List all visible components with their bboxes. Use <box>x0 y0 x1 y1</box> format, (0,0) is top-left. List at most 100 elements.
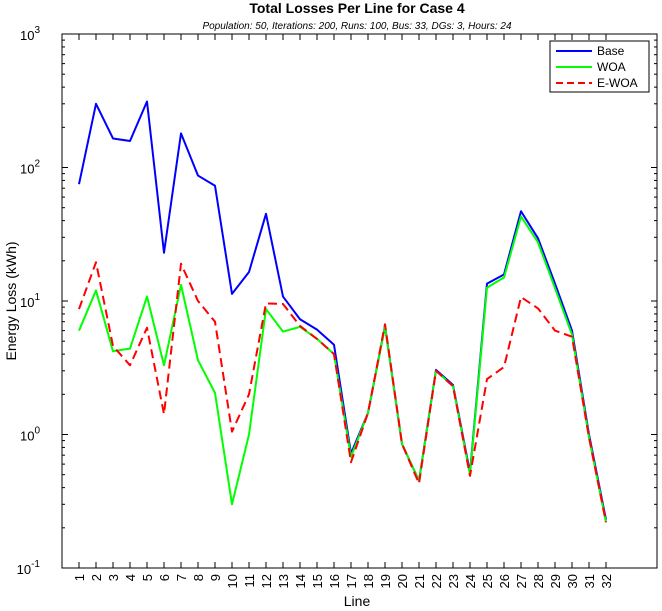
y-tick-label: 103 <box>20 25 40 43</box>
x-tick-label: 6 <box>157 574 172 581</box>
data-point-base-14 <box>299 318 301 320</box>
x-tick-label: 18 <box>361 574 376 588</box>
data-point-e-woa-4 <box>129 364 131 366</box>
data-point-base-9 <box>214 185 216 187</box>
data-point-base-3 <box>112 137 114 139</box>
x-tick-label: 14 <box>293 574 308 588</box>
data-point-e-woa-7 <box>180 263 182 265</box>
data-point-e-woa-29 <box>554 330 556 332</box>
x-tick-label: 8 <box>191 574 206 581</box>
y-tick-label: 10-1 <box>17 559 41 577</box>
x-tick-label: 7 <box>174 574 189 581</box>
data-point-woa-28 <box>537 241 539 243</box>
x-tick-label: 27 <box>514 574 529 588</box>
data-point-woa-6 <box>163 364 165 366</box>
y-tick-label: 102 <box>20 159 40 177</box>
x-tick-label: 25 <box>480 574 495 588</box>
legend: Base WOA E-WOA <box>549 40 650 93</box>
data-point-base-12 <box>265 213 267 215</box>
data-point-e-woa-27 <box>520 296 522 298</box>
x-tick-label: 4 <box>123 574 138 581</box>
series-line-woa <box>78 215 607 523</box>
data-point-base-13 <box>282 296 284 298</box>
data-point-woa-3 <box>112 350 114 352</box>
x-tick-label: 3 <box>106 574 121 581</box>
data-point-e-woa-32 <box>605 521 607 523</box>
data-point-base-2 <box>95 103 97 105</box>
data-point-woa-13 <box>282 331 284 333</box>
data-point-e-woa-1 <box>78 308 80 310</box>
data-point-base-10 <box>231 293 233 295</box>
data-point-base-6 <box>163 252 165 254</box>
x-tick-label: 15 <box>310 574 325 588</box>
data-point-e-woa-18 <box>367 412 369 414</box>
x-tick-label: 22 <box>429 574 444 588</box>
series-layer <box>78 100 607 523</box>
data-point-e-woa-14 <box>299 325 301 327</box>
x-tick-label: 16 <box>327 574 342 588</box>
y-tick-label: 101 <box>20 292 40 310</box>
data-point-e-woa-19 <box>384 323 386 325</box>
data-point-woa-9 <box>214 392 216 394</box>
x-tick-label: 24 <box>463 574 478 588</box>
x-tick-label: 13 <box>276 574 291 588</box>
data-point-woa-29 <box>554 287 556 289</box>
data-point-e-woa-28 <box>537 307 539 309</box>
data-point-e-woa-22 <box>435 370 437 372</box>
data-point-woa-27 <box>520 215 522 217</box>
data-point-e-woa-25 <box>486 378 488 380</box>
data-point-e-woa-2 <box>95 261 97 263</box>
data-point-e-woa-15 <box>316 338 318 340</box>
data-point-woa-11 <box>248 434 250 436</box>
x-tick-label: 11 <box>242 574 257 588</box>
data-point-e-woa-10 <box>231 431 233 433</box>
x-tick-label: 28 <box>531 574 546 588</box>
x-tick-label: 2 <box>89 574 104 581</box>
series-line-base <box>78 100 607 520</box>
data-point-e-woa-31 <box>588 436 590 438</box>
plot-area <box>61 33 658 569</box>
legend-label-e-woa: E-WOA <box>597 76 638 90</box>
data-point-woa-2 <box>95 289 97 291</box>
data-point-e-woa-11 <box>248 393 250 395</box>
x-tick-label: 30 <box>565 574 580 588</box>
data-point-woa-30 <box>571 334 573 336</box>
data-point-woa-4 <box>129 348 131 350</box>
x-tick-label: 26 <box>497 574 512 588</box>
data-point-base-8 <box>197 175 199 177</box>
x-tick-label: 1 <box>72 574 87 581</box>
data-point-woa-1 <box>78 330 80 332</box>
x-tick-label: 23 <box>446 574 461 588</box>
data-point-e-woa-26 <box>503 366 505 368</box>
data-point-woa-5 <box>146 296 148 298</box>
chart-title: Total Losses Per Line for Case 4 <box>249 0 464 16</box>
data-point-e-woa-20 <box>401 443 403 445</box>
data-point-e-woa-30 <box>571 336 573 338</box>
data-point-e-woa-21 <box>418 482 420 484</box>
data-point-e-woa-8 <box>197 300 199 302</box>
x-tick-label: 19 <box>378 574 393 588</box>
data-point-base-28 <box>537 237 539 239</box>
data-point-e-woa-5 <box>146 327 148 329</box>
data-point-e-woa-9 <box>214 321 216 323</box>
x-tick-label: 17 <box>344 574 359 588</box>
data-point-base-11 <box>248 271 250 273</box>
data-point-base-1 <box>78 183 80 185</box>
data-point-e-woa-23 <box>452 385 454 387</box>
data-point-e-woa-16 <box>333 353 335 355</box>
data-point-woa-8 <box>197 359 199 361</box>
series-line-e-woa <box>78 261 607 523</box>
data-point-e-woa-24 <box>469 475 471 477</box>
data-point-woa-7 <box>180 284 182 286</box>
data-point-base-16 <box>333 344 335 346</box>
y-axis-ticks: 10-1 100 101 102 103 <box>17 25 657 577</box>
data-point-base-7 <box>180 132 182 134</box>
data-point-base-15 <box>316 329 318 331</box>
x-axis-ticks: 1 2 3 4 5 6 7 8 9 10 11 12 13 14 15 16 17 18 19 20 21 22 23 24 2… <box>72 34 614 588</box>
x-tick-label: 31 <box>582 574 597 588</box>
data-point-woa-10 <box>231 503 233 505</box>
data-point-base-27 <box>520 210 522 212</box>
data-point-e-woa-3 <box>112 345 114 347</box>
chart-subtitle: Population: 50, Iterations: 200, Runs: 1… <box>202 21 512 32</box>
x-axis-label: Line <box>344 593 371 609</box>
